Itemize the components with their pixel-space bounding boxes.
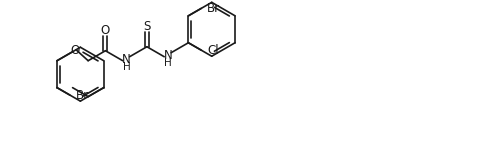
Text: O: O — [101, 24, 110, 37]
Text: Cl: Cl — [208, 44, 219, 57]
Text: Br: Br — [208, 2, 220, 15]
Text: N: N — [122, 53, 131, 66]
Text: H: H — [164, 58, 172, 68]
Text: H: H — [123, 62, 130, 72]
Text: Br: Br — [76, 89, 89, 102]
Text: O: O — [70, 44, 79, 57]
Text: N: N — [164, 49, 172, 62]
Text: S: S — [143, 20, 150, 33]
